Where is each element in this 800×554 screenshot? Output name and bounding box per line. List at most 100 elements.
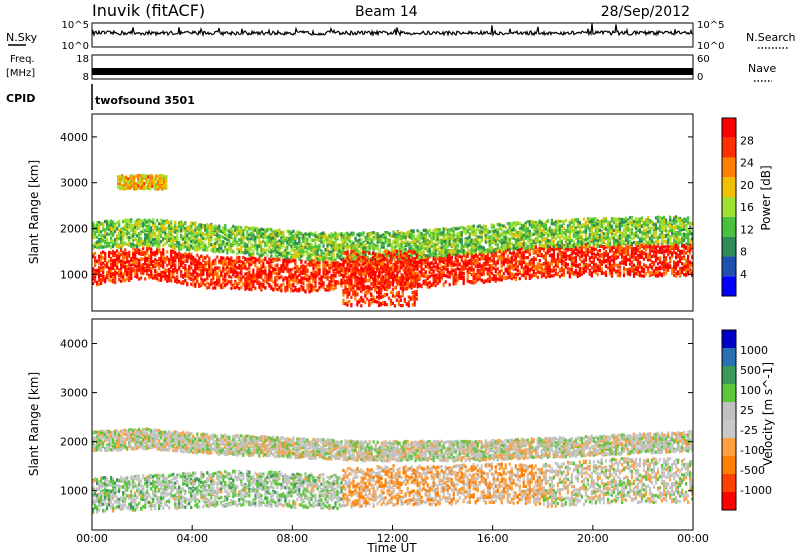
heatmap-cell [640,244,644,248]
heatmap-cell [456,263,459,267]
heatmap-cell [520,254,523,258]
heatmap-cell [312,260,315,264]
heatmap-cell [110,266,113,270]
heatmap-cell [432,265,435,269]
heatmap-cell [612,255,616,259]
heatmap-cell [202,269,205,273]
heatmap-cell [418,276,421,280]
heatmap-cell [528,261,531,265]
heatmap-cell [242,260,245,265]
heatmap-cell [126,224,129,229]
heatmap-cell [444,267,447,271]
heatmap-cell [126,265,129,269]
heatmap-cell [566,267,569,271]
heatmap-cell [500,256,503,260]
heatmap-cell [270,276,273,280]
heatmap-cell [402,264,405,268]
heatmap-cell [620,260,624,264]
heatmap-cell [376,276,379,281]
heatmap-cell [172,270,175,274]
heatmap-cell [130,276,133,280]
heatmap-cell [244,284,247,289]
heatmap-cell [332,278,335,282]
heatmap-cell [452,282,455,286]
heatmap-cell [92,277,95,281]
heatmap-cell [228,267,231,271]
heatmap-cell [424,274,427,279]
heatmap-cell [588,271,591,275]
heatmap-cell [518,262,521,266]
heatmap-cell [534,272,537,276]
heatmap-cell [286,262,289,267]
heatmap-cell [348,287,351,291]
heatmap-cell [204,244,207,248]
heatmap-cell [312,263,315,267]
heatmap-cell [202,272,205,276]
heatmap-cell [612,245,616,249]
heatmap-cell [602,251,605,255]
heatmap-cell [164,268,167,272]
heatmap-cell [502,262,505,266]
heatmap-cell [677,270,680,274]
heatmap-cell [168,267,171,272]
heatmap-cell [346,263,349,267]
heatmap-cell [106,221,109,225]
heatmap-cell [368,270,371,274]
heatmap-cell [546,266,549,270]
heatmap-cell [548,253,551,258]
heatmap-cell [266,278,269,282]
heatmap-cell [140,237,143,241]
heatmap-cell [272,287,275,291]
heatmap-cell [296,281,299,285]
heatmap-cell [314,264,317,268]
heatmap-cell [168,273,171,277]
heatmap-cell [520,263,523,267]
heatmap-cell [290,259,293,263]
heatmap-cell [122,265,125,269]
heatmap-cell [174,259,177,263]
heatmap-cell [256,258,259,262]
heatmap-cell [308,290,311,294]
heatmap-cell [128,250,131,254]
heatmap-cell [572,256,575,260]
heatmap-cell [268,257,271,261]
heatmap-cell [652,269,656,273]
heatmap-cell [552,265,555,269]
heatmap-cell [198,261,201,265]
heatmap-cell [592,247,595,251]
heatmap-cell [284,277,287,281]
heatmap-cell [462,267,465,271]
heatmap-cell [564,264,567,268]
heatmap-cell [448,256,451,260]
heatmap-cell [106,219,109,223]
heatmap-cell [572,262,575,266]
heatmap-cell [198,273,201,277]
heatmap-cell [178,262,181,267]
heatmap-cell [184,221,187,225]
heatmap-cell [650,273,654,277]
heatmap-cell [98,275,101,279]
heatmap-cell [118,257,121,261]
heatmap-cell [436,256,439,260]
heatmap-cell [170,254,173,258]
heatmap-cell [644,264,648,268]
heatmap-cell [144,242,147,246]
heatmap-cell [270,260,273,264]
heatmap-cell [112,259,115,264]
heatmap-cell [328,282,331,287]
heatmap-cell [482,273,485,277]
heatmap-cell [650,265,654,269]
heatmap-cell [230,286,233,290]
heatmap-cell [236,256,239,260]
heatmap-cell [342,281,345,285]
heatmap-cell [320,281,323,285]
heatmap-cell [124,225,127,229]
heatmap-cell [372,269,375,273]
heatmap-cell [689,264,692,268]
heatmap-cell [202,263,205,267]
heatmap-cell [174,246,177,250]
heatmap-cell [634,248,638,252]
heatmap-cell [292,273,295,277]
heatmap-cell [388,283,391,287]
heatmap-cell [202,244,205,248]
